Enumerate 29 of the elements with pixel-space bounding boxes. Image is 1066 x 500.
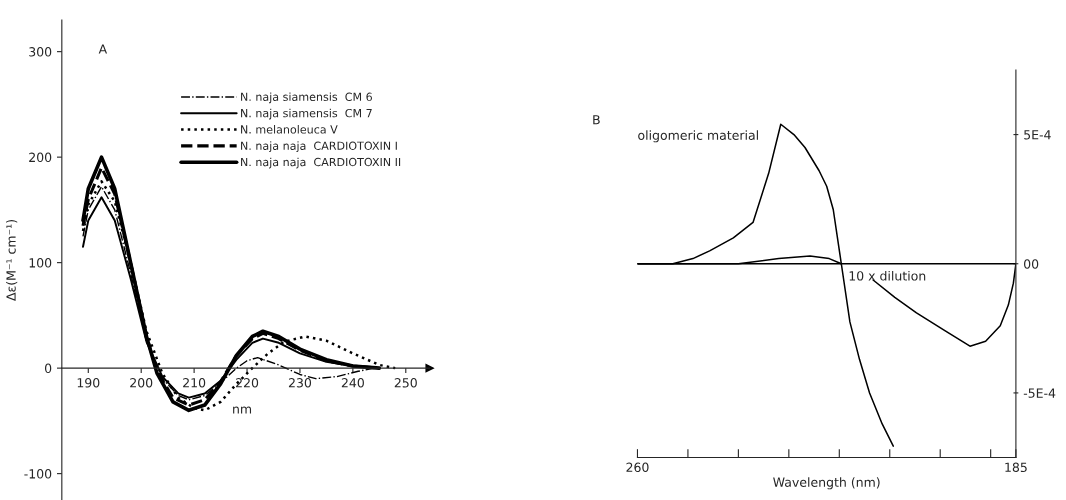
legend-label: N. naja siamensis CM 6 (241, 92, 372, 104)
annotation: 10 x dilution (849, 270, 926, 281)
y-tick-label: -100 (24, 469, 52, 479)
x-axis-title: Wavelength (nm) (773, 477, 880, 490)
y-tick-label: 200 (29, 152, 52, 163)
y-tick-label: 0 (44, 363, 52, 374)
legend-label: N. naja naja CARDIOTOXIN II (241, 157, 401, 169)
x-tick-label: 210 (183, 378, 206, 388)
legend-label: N. naja naja CARDIOTOXIN I (241, 141, 397, 153)
x-tick-label: 220 (236, 378, 259, 388)
x-tick-label: 190 (77, 378, 100, 388)
y-tick-label: 300 (29, 47, 52, 57)
annotation: oligomeric material (638, 130, 758, 143)
legend-label: N. naja siamensis CM 7 (241, 108, 372, 120)
x-axis-title: nm (233, 406, 252, 414)
x-tick-label: 260 (626, 462, 649, 473)
x-tick-label: 240 (341, 378, 364, 388)
x-tick-label: 185 (1005, 462, 1027, 473)
y-tick-label: 5E-4 (1024, 130, 1051, 140)
y-axis-title: Δε(M⁻¹ cm⁻¹) (6, 220, 18, 301)
legend-label: N. melanoleuca V (241, 125, 338, 134)
x-tick-label: 250 (394, 378, 417, 388)
text: B (593, 115, 600, 125)
x-tick-label: 230 (288, 378, 312, 388)
y-tick-label: -5E-4 (1023, 388, 1056, 398)
y-tick-label: 00 (1024, 259, 1039, 269)
y-tick-label: 100 (29, 258, 52, 268)
x-tick-label: 200 (130, 378, 153, 388)
text: A (98, 44, 108, 54)
